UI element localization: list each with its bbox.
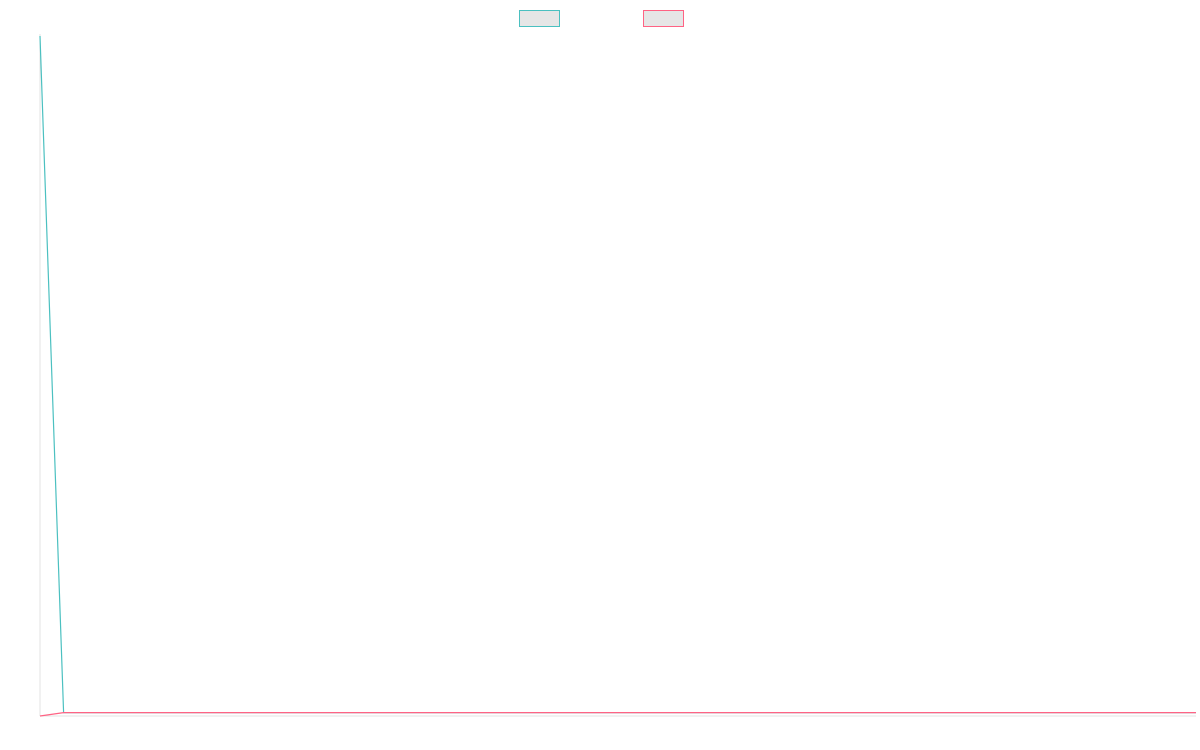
- legend-swatch-1[interactable]: [519, 10, 560, 27]
- chart-series: [39, 35, 1197, 717]
- series-1: [39, 35, 1197, 714]
- series-2-line: [39, 711, 1196, 717]
- chart-legend[interactable]: [519, 10, 684, 27]
- legend-swatch-2[interactable]: [643, 10, 684, 27]
- series-1-line: [39, 35, 1196, 714]
- chart-axes: [39, 34, 1196, 717]
- series-2: [39, 711, 1197, 717]
